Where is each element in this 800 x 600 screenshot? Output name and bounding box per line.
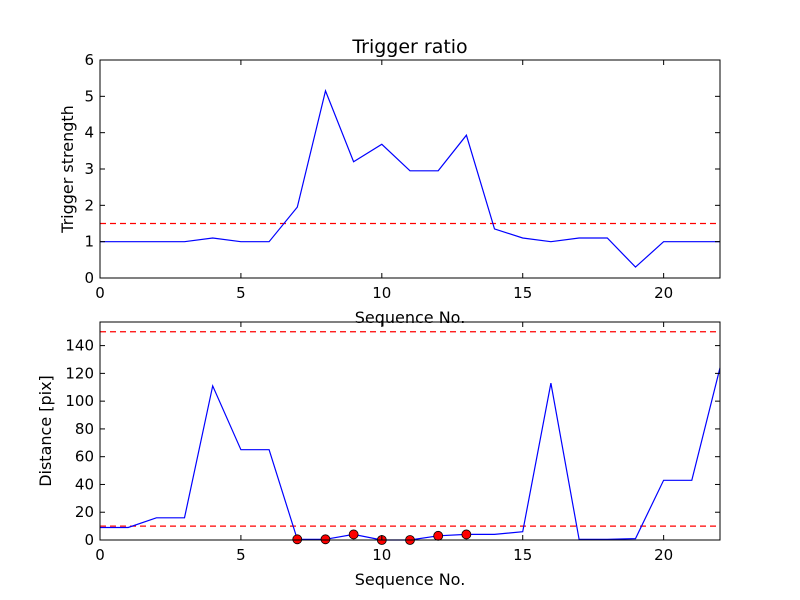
y-tick-label: 6 [84,51,94,69]
x-tick-label: 0 [95,546,105,564]
series-line [100,367,721,541]
data-point [461,529,472,540]
data-point [433,530,444,541]
plot-frame [99,59,721,279]
y-axis-label: Trigger strength [58,105,77,234]
x-axis-label: Sequence No. [355,308,466,327]
y-tick-label: 0 [84,269,94,287]
x-tick-label: 5 [236,546,246,564]
y-tick-label: 5 [84,87,94,105]
y-tick-label: 80 [75,420,94,438]
x-tick-label: 15 [513,284,532,302]
y-tick-label: 0 [84,531,94,549]
data-point [348,529,359,540]
y-tick-label: 60 [75,448,94,466]
data-point [320,534,331,545]
x-tick-label: 20 [654,546,673,564]
distance-chart: Sequence No. Distance [pix] 0 5 10 15 20 0 20 4… [36,321,721,589]
y-tick-label: 120 [65,364,94,382]
x-tick-label: 20 [654,284,673,302]
y-tick-label: 4 [84,124,94,142]
x-tick-label: 10 [372,546,391,564]
x-tick-label: 15 [513,546,532,564]
y-axis-label: Distance [pix] [36,375,55,487]
x-axis-label: Sequence No. [355,570,466,589]
x-tick-label: 0 [95,284,105,302]
plot-frame [99,321,721,541]
x-tick-label: 10 [372,284,391,302]
x-tick-label: 5 [236,284,246,302]
y-tick-label: 2 [84,196,94,214]
y-tick-label: 1 [84,233,94,251]
y-tick-label: 20 [75,503,94,521]
y-tick-label: 140 [65,337,94,355]
trigger-ratio-chart: Trigger ratio Sequence No. Trigger stren… [58,36,721,327]
chart-title: Trigger ratio [351,36,467,58]
data-point [292,534,303,545]
y-tick-label: 3 [84,160,94,178]
y-tick-label: 40 [75,475,94,493]
y-tick-label: 100 [65,392,94,410]
series-line [100,88,720,268]
